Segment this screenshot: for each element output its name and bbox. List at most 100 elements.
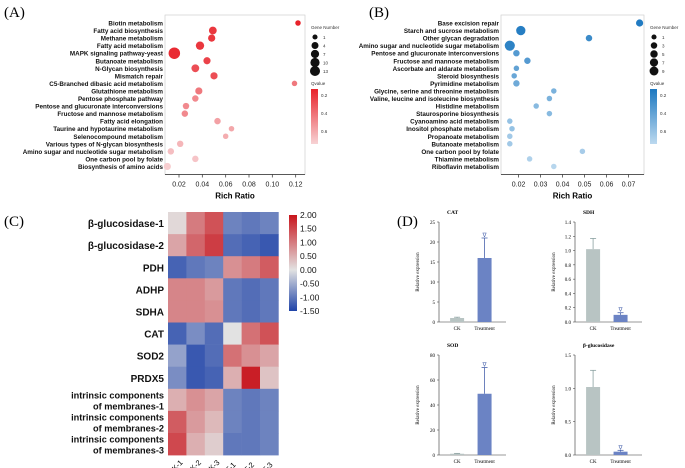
x-tick-label: 0.12 bbox=[289, 181, 303, 188]
term-label: Glutathione metabolism bbox=[91, 88, 163, 95]
y-tick-label: 0.0 bbox=[565, 321, 572, 326]
panel-d: (D) CAT 0 5 10 15 20 25 Relative expression CK Tre… bbox=[397, 210, 642, 465]
legend-size-label: 4 bbox=[323, 43, 326, 48]
y-tick-label: 0.2 bbox=[565, 307, 572, 312]
bar bbox=[450, 453, 465, 455]
heatmap-cell bbox=[186, 278, 206, 301]
term-label: Glycine, serine and threonine metabolism bbox=[374, 88, 499, 95]
bar bbox=[586, 249, 601, 322]
heatmap-cell bbox=[241, 278, 261, 301]
heatmap-cell bbox=[204, 300, 224, 323]
bubble-point bbox=[295, 20, 301, 26]
y-tick-label: 0.4 bbox=[565, 292, 572, 297]
legend-size-title: Gene Number bbox=[650, 25, 679, 30]
y-axis-title: Relative expression bbox=[416, 385, 421, 425]
heatmap-cell bbox=[223, 410, 242, 434]
x-tick-label: CK bbox=[590, 460, 597, 465]
y-tick-label: 60 bbox=[430, 379, 436, 384]
heatmap-cell bbox=[241, 212, 261, 235]
bubble-point bbox=[208, 34, 216, 42]
y-tick-label: 20 bbox=[430, 429, 436, 434]
bubble-point bbox=[526, 156, 533, 162]
bubble-point bbox=[636, 19, 644, 27]
bubble-point bbox=[533, 103, 539, 109]
term-label: Pentose phosphate pathway bbox=[78, 96, 164, 103]
heatmap-cell bbox=[241, 300, 261, 323]
bar bbox=[450, 318, 465, 322]
term-label: Amino sugar and nucleotide sugar metabol… bbox=[23, 149, 164, 156]
significance-mark: ∇ bbox=[618, 307, 624, 314]
heatmap-cell bbox=[186, 256, 206, 279]
term-label: Selenocompound metabolism bbox=[73, 134, 163, 141]
significance-mark: ∇ bbox=[482, 362, 488, 369]
term-label: Thiamine metabolism bbox=[435, 156, 500, 163]
heatmap-cell bbox=[168, 234, 187, 257]
term-label: Various types of N-glycan biosynthesis bbox=[46, 141, 164, 148]
y-tick-label: 0 bbox=[433, 321, 436, 326]
bubble-point bbox=[524, 57, 531, 64]
term-label: Amino sugar and nucleotide sugar metabol… bbox=[359, 43, 500, 50]
heatmap-cell bbox=[223, 366, 242, 390]
heatmap-cell bbox=[241, 433, 261, 456]
heatmap-cell bbox=[260, 278, 279, 301]
y-axis-title: Relative expression bbox=[552, 252, 557, 292]
heatmap-row-label: β-glucosidase-1 bbox=[88, 219, 165, 230]
bubble-point bbox=[210, 72, 218, 80]
heatmap-row-label: intrinsic components bbox=[71, 390, 164, 400]
term-label: Methane metabolism bbox=[101, 36, 164, 43]
heatmap-cell bbox=[168, 388, 187, 412]
colorbar-tick-label: 0.4 bbox=[321, 111, 328, 116]
term-label: Riboflavin metabolism bbox=[432, 164, 500, 171]
term-label: C5-Branched dibasic acid metabolism bbox=[49, 81, 163, 88]
colorbar-tick-label: 1.00 bbox=[300, 237, 317, 247]
legend-color-title: Qvalue bbox=[650, 81, 665, 86]
bubble-point bbox=[203, 57, 211, 65]
x-tick-label: Treatment bbox=[610, 327, 631, 332]
heatmap-row-label: of membranes-3 bbox=[93, 446, 164, 456]
heatmap-row-label: SDHA bbox=[136, 307, 164, 318]
term-label: Valine, leucine and isoleucine biosynthe… bbox=[370, 96, 500, 103]
heatmap-column-label: CK-3 bbox=[203, 458, 221, 468]
subplot-title: SDH bbox=[583, 210, 595, 216]
bubble-point bbox=[195, 41, 205, 50]
x-tick-label: 0.07 bbox=[622, 181, 636, 188]
bubble-point bbox=[507, 133, 513, 139]
bubble-point bbox=[585, 34, 593, 42]
colorbar-tick-label: 0.6 bbox=[321, 129, 328, 134]
heatmap-cell bbox=[168, 433, 187, 456]
y-tick-label: 5 bbox=[433, 301, 436, 306]
term-label: N-Glycan biosynthesis bbox=[95, 66, 163, 73]
bar bbox=[586, 387, 601, 455]
bubble-point bbox=[222, 133, 229, 139]
x-tick-label: 0.02 bbox=[512, 181, 526, 188]
heatmap-cell bbox=[260, 388, 279, 412]
term-label: Other glycan degradation bbox=[423, 36, 499, 43]
heatmap-cell bbox=[241, 322, 261, 345]
legend-size-title: Gene Number bbox=[311, 25, 340, 30]
term-label: Taurine and hypotaurine metabolism bbox=[53, 126, 163, 133]
legend-size-dot bbox=[310, 57, 320, 68]
bar bbox=[477, 393, 492, 455]
colorbar-tick-label: 0.2 bbox=[321, 93, 328, 98]
heatmap-column-label: T-3 bbox=[260, 460, 274, 468]
term-label: Pyrimidine metabolism bbox=[430, 81, 499, 88]
heatmap-cell bbox=[186, 300, 206, 323]
term-label: MAPK signaling pathway-yeast bbox=[70, 51, 164, 58]
y-tick-label: 1.0 bbox=[565, 387, 572, 392]
subplot-title: CAT bbox=[447, 210, 459, 216]
bubble-point bbox=[551, 88, 557, 94]
bubble-point bbox=[507, 141, 513, 147]
legend-size-label: 9 bbox=[662, 69, 665, 74]
y-axis-title: Relative expression bbox=[552, 385, 557, 425]
heatmap-row-label: intrinsic components bbox=[71, 412, 164, 422]
legend-size-label: 13 bbox=[323, 69, 329, 74]
bubble-point bbox=[182, 102, 190, 110]
bar bbox=[477, 258, 492, 322]
bubble-point bbox=[214, 117, 221, 125]
x-tick-label: 0.04 bbox=[556, 181, 570, 188]
heatmap-column-label: T-2 bbox=[242, 460, 256, 468]
colorbar-tick-label: 0.2 bbox=[660, 93, 667, 98]
heatmap-cell bbox=[168, 256, 187, 279]
legend-color-title: Qvalue bbox=[311, 81, 326, 86]
heatmap-row-label: ADHP bbox=[136, 285, 165, 296]
